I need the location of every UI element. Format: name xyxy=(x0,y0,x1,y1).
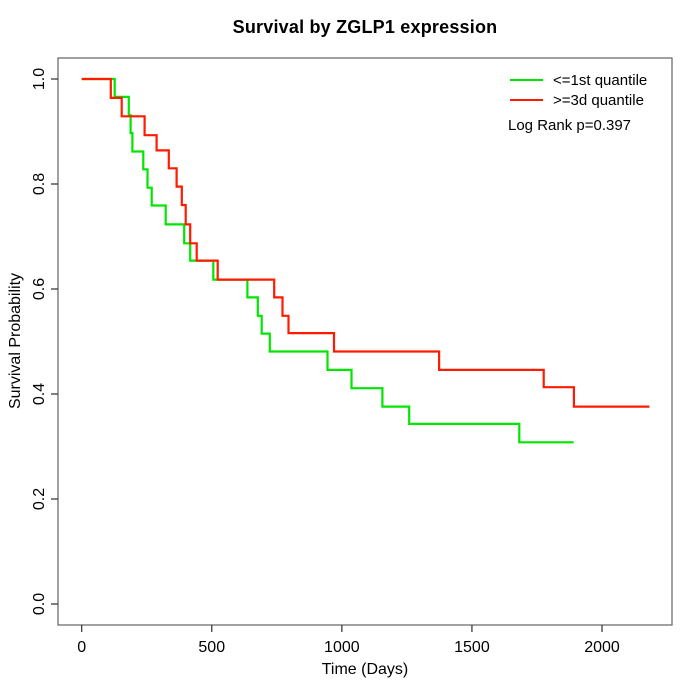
y-tick-label: 0.4 xyxy=(31,383,48,405)
x-tick-label: 0 xyxy=(77,639,86,656)
legend-label-third-quantile: >=3d quantile xyxy=(553,92,644,109)
plot-border xyxy=(57,57,673,626)
x-tick-label: 500 xyxy=(198,639,225,656)
x-tick-label: 2000 xyxy=(584,639,620,656)
survival-curve-low-expression xyxy=(81,77,574,444)
survival-curve-high-expression xyxy=(81,77,650,408)
y-tick-label: 0.2 xyxy=(31,488,48,510)
y-axis-title: Survival Probability xyxy=(7,272,24,410)
legend-label-first-quantile: <=1st quantile xyxy=(553,72,648,89)
x-tick-label: 1000 xyxy=(324,639,360,656)
y-tick-label: 0.6 xyxy=(31,278,48,300)
x-axis-title: Time (Days) xyxy=(321,661,409,678)
x-tick-label: 1500 xyxy=(454,639,490,656)
legend-line-green xyxy=(510,79,543,81)
log-rank-annotation: Log Rank p=0.397 xyxy=(508,117,632,134)
legend-line-red xyxy=(510,99,543,101)
y-tick-label: 1.0 xyxy=(31,68,48,90)
y-tick-label: 0.8 xyxy=(31,173,48,195)
chart-title: Survival by ZGLP1 expression xyxy=(232,17,498,37)
y-tick-label: 0.0 xyxy=(31,593,48,615)
